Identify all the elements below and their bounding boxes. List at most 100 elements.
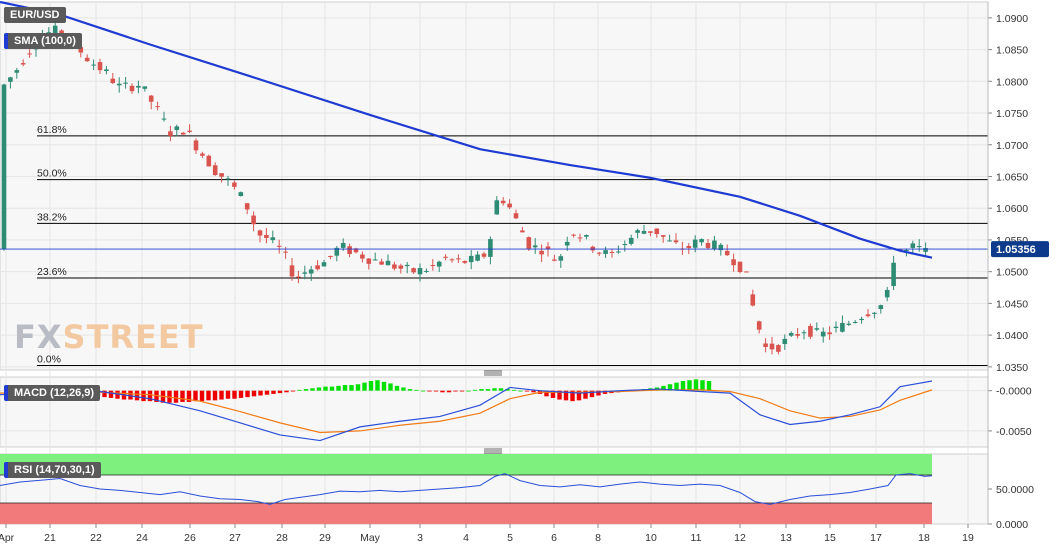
candle-body xyxy=(283,251,288,253)
macd-histogram-bar xyxy=(511,389,517,391)
macd-indicator-label[interactable]: MACD (12,26,9) xyxy=(4,385,101,401)
macd-histogram-bar xyxy=(706,381,712,391)
macd-histogram-bar xyxy=(310,388,315,391)
watermark-street: STREET xyxy=(62,318,204,356)
candle-body xyxy=(718,244,724,251)
candle-body xyxy=(360,254,365,259)
panel-resize-handle[interactable] xyxy=(484,370,502,376)
macd-histogram-bar xyxy=(180,390,185,402)
rsi-overbought-zone xyxy=(0,454,932,475)
candle-body xyxy=(756,321,762,330)
candle-body xyxy=(859,318,864,321)
candle-body xyxy=(180,132,186,135)
candle-body xyxy=(456,258,461,260)
y-tick-label: 1.0650 xyxy=(996,171,1028,183)
macd-histogram-bar xyxy=(661,385,666,391)
rsi-indicator-label[interactable]: RSI (14,70,30,1) xyxy=(4,462,101,478)
macd-histogram-bar xyxy=(225,390,231,399)
candle-body xyxy=(52,25,58,35)
macd-histogram-bar xyxy=(680,381,686,391)
candle-body xyxy=(673,240,679,243)
candle-body xyxy=(654,228,660,234)
candle-body xyxy=(884,289,890,298)
x-tick-label: 18 xyxy=(918,532,930,544)
candle-body xyxy=(910,243,916,248)
macd-histogram-bar xyxy=(440,390,445,393)
candle-body xyxy=(155,106,160,108)
candle-body xyxy=(667,240,672,242)
candle-body xyxy=(584,235,589,237)
x-tick-label: May xyxy=(360,532,381,544)
candle-body xyxy=(808,325,813,337)
price-panel xyxy=(0,1,989,371)
candle-body xyxy=(532,245,538,248)
macd-histogram-bar xyxy=(336,385,341,391)
watermark-fx: FX xyxy=(14,318,63,356)
candle-body xyxy=(564,241,570,246)
macd-line xyxy=(0,380,933,442)
x-tick-label: 19 xyxy=(962,532,974,544)
macd-histogram-bar xyxy=(212,390,218,401)
macd-histogram-bar xyxy=(433,390,439,392)
candle-body xyxy=(616,251,621,253)
candle-body xyxy=(417,268,423,275)
macd-histogram-bar xyxy=(115,390,120,399)
y-tick-label: 1.0900 xyxy=(996,13,1028,25)
macd-histogram-bar xyxy=(232,390,237,399)
candle-body xyxy=(187,130,192,132)
candle-body xyxy=(430,265,436,267)
macd-histogram-bar xyxy=(388,383,393,391)
x-tick-label: 6 xyxy=(551,532,557,544)
macd-histogram-bar xyxy=(375,380,380,391)
candle-body xyxy=(712,240,717,249)
candle-body xyxy=(520,230,525,233)
candle-body xyxy=(801,332,807,334)
macd-histogram-bar xyxy=(258,390,263,396)
macd-histogram-bar xyxy=(277,390,283,394)
candle-body xyxy=(276,245,282,247)
macd-y-tick-label: -0.0000 xyxy=(996,386,1032,398)
macd-histogram-bar xyxy=(479,389,484,391)
candle-body xyxy=(385,260,391,266)
macd-histogram-bar xyxy=(206,390,211,401)
candle-body xyxy=(142,86,148,89)
candle-body xyxy=(225,178,231,180)
x-tick-label: 29 xyxy=(319,532,331,544)
candle-body xyxy=(289,265,295,277)
x-tick-label: 10 xyxy=(645,532,657,544)
candle-body xyxy=(8,77,13,82)
candle-body xyxy=(116,83,122,86)
candle-body xyxy=(558,256,564,261)
candle-body xyxy=(449,259,455,261)
sma-indicator-label[interactable]: SMA (100,0) xyxy=(4,33,82,49)
candle-body xyxy=(340,242,346,248)
candle-body xyxy=(404,264,410,267)
macd-histogram-bar xyxy=(108,390,114,398)
candle-body xyxy=(136,85,141,88)
macd-y-tick-label: -0.0050 xyxy=(996,426,1032,438)
candle-body xyxy=(308,269,314,274)
candle-body xyxy=(648,231,653,233)
y-tick-label: 1.0750 xyxy=(996,108,1028,120)
candle-body xyxy=(257,230,263,236)
candle-body xyxy=(315,265,320,270)
macd-panel xyxy=(0,376,989,448)
candle-body xyxy=(500,200,506,204)
macd-histogram-bar xyxy=(381,381,387,391)
candle-body xyxy=(353,248,359,253)
macd-histogram-bar xyxy=(596,390,601,396)
candle-body xyxy=(321,262,327,267)
macd-signal-line xyxy=(0,389,933,434)
candle-body xyxy=(840,322,845,332)
candle-body xyxy=(443,256,448,258)
sma-100-line xyxy=(0,0,933,259)
candle-body xyxy=(168,131,173,136)
x-tick-label: Apr xyxy=(0,532,15,544)
y-tick-label: 1.0700 xyxy=(996,140,1028,152)
macd-histogram-bar xyxy=(446,390,452,393)
panel-resize-handle[interactable] xyxy=(484,448,502,454)
candle-body xyxy=(398,265,404,269)
macd-histogram-bar xyxy=(563,390,569,401)
candle-body xyxy=(84,57,90,62)
candle-body xyxy=(129,85,135,92)
